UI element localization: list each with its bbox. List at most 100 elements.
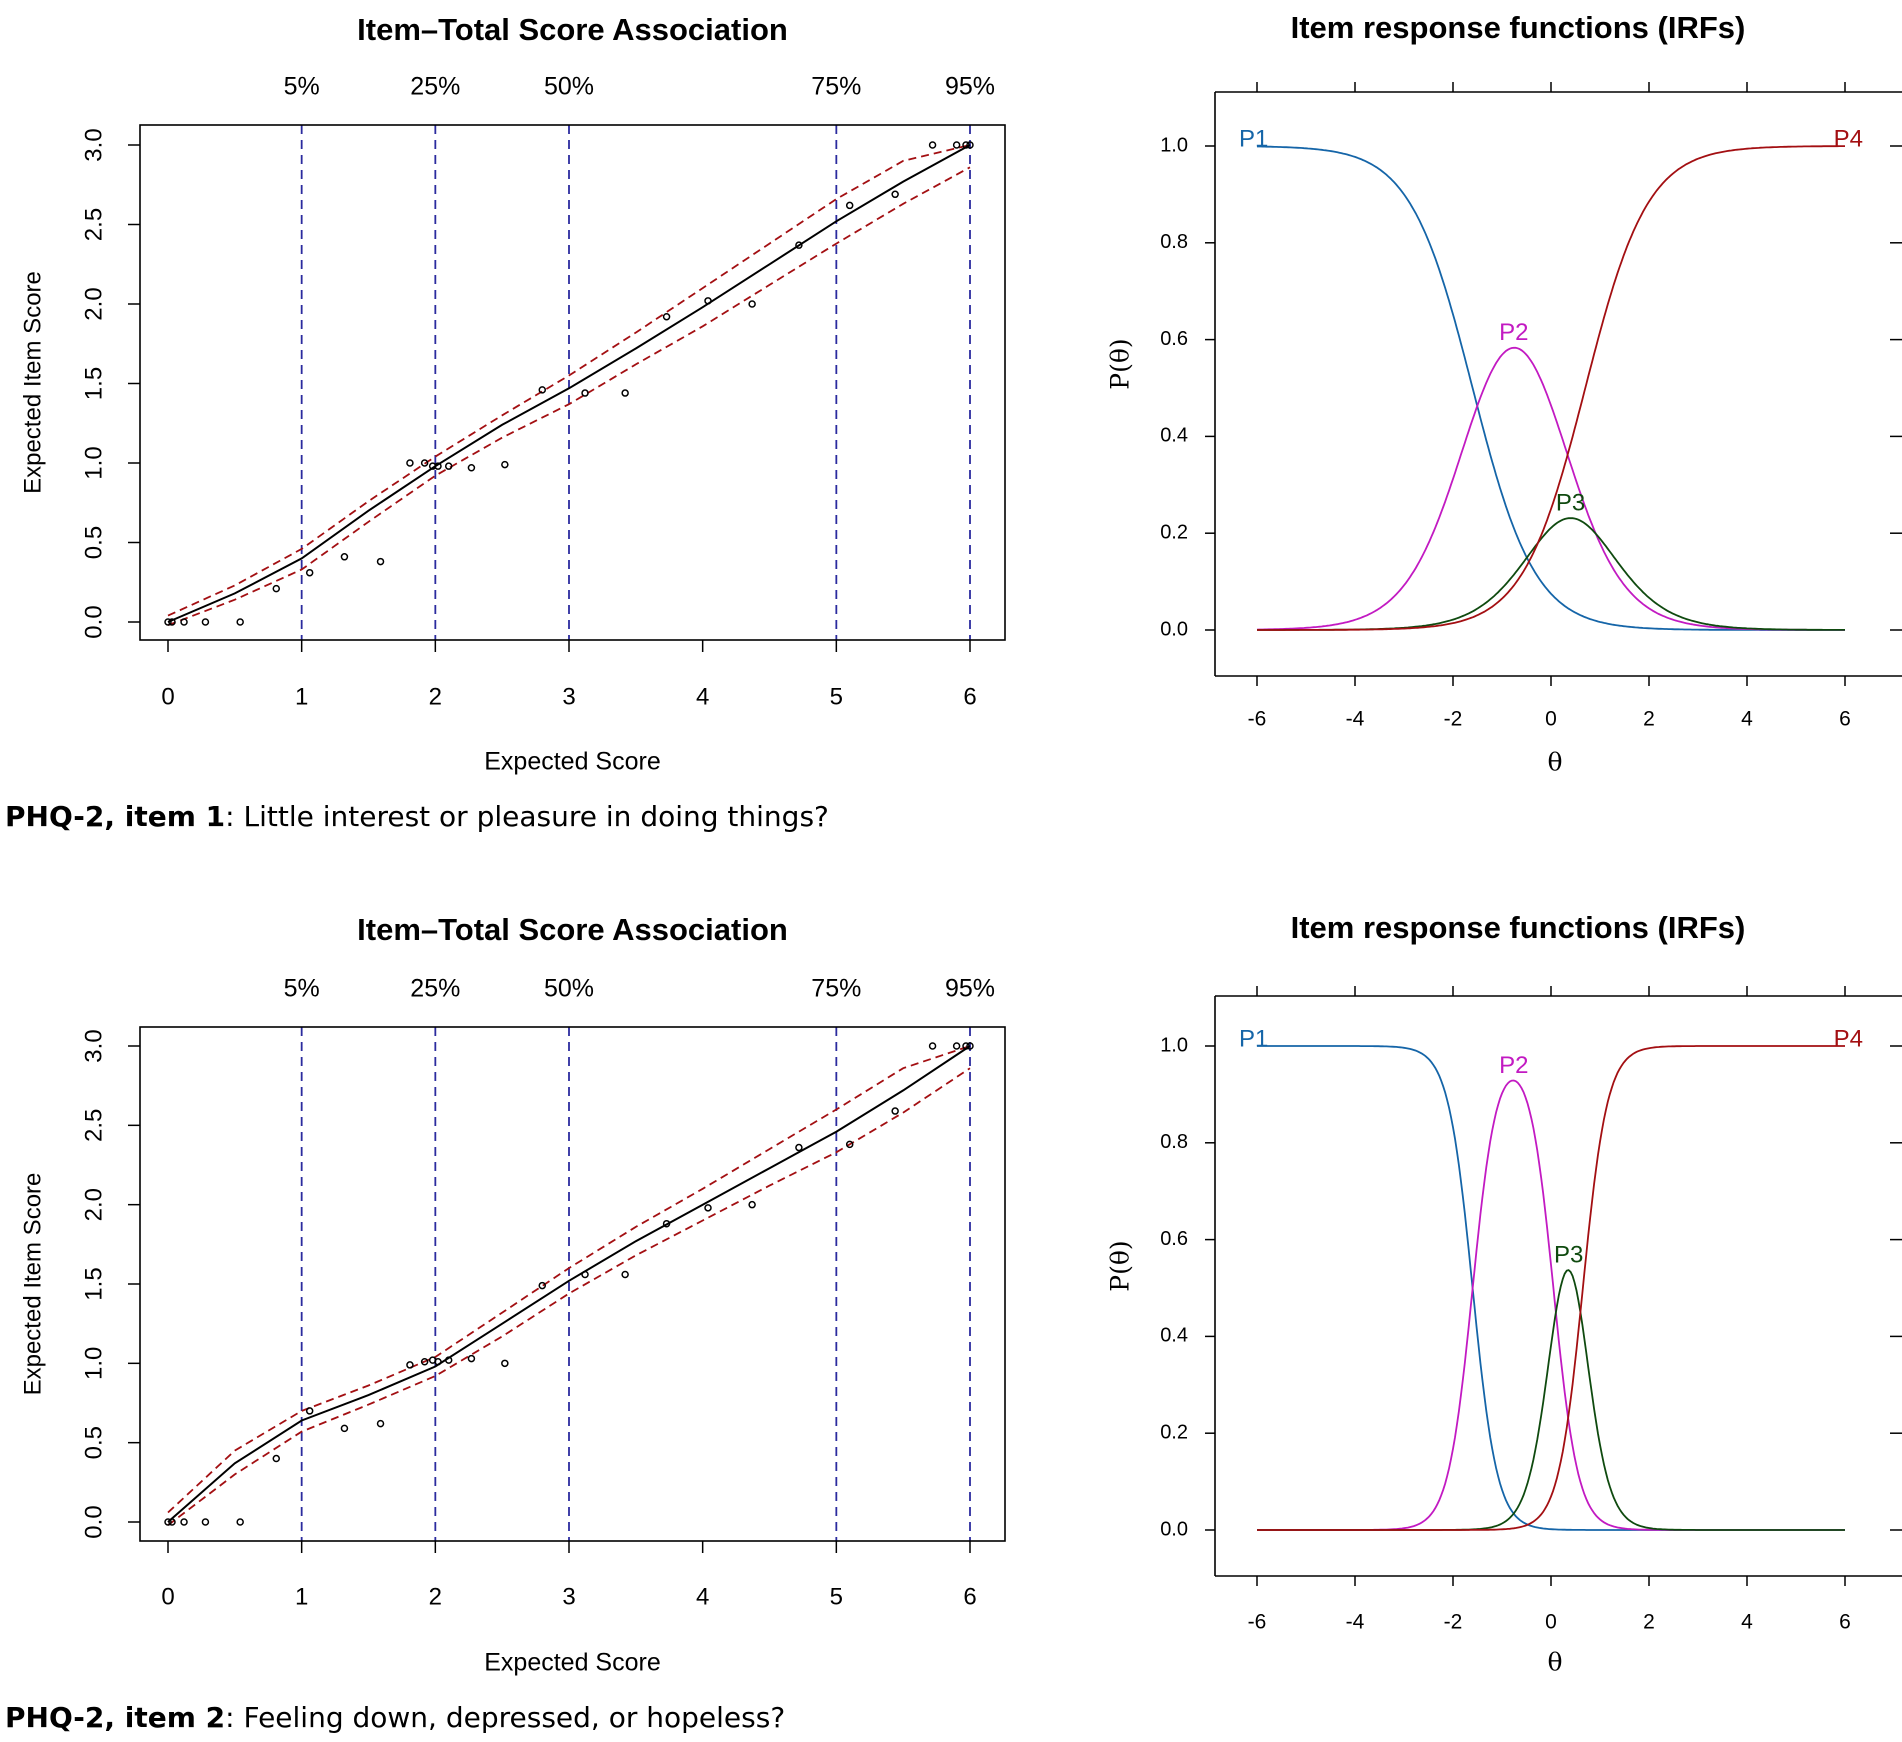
y-tick-label: 1.0 [80,446,107,479]
x-tick-label: -6 [1248,708,1267,731]
percentile-label: 25% [410,975,460,1003]
x-tick-label: 2 [1643,708,1655,731]
irf-label-p3: P3 [1554,1241,1583,1268]
data-point [180,618,188,626]
percentile-label: 75% [811,975,861,1003]
data-point [662,312,671,321]
data-point [434,462,442,470]
irf-label-p4: P4 [1834,125,1863,152]
caption-item-1-label: PHQ-2, item 1 [5,800,226,833]
data-point [420,1357,429,1366]
irf-curve-p2 [1256,346,1845,631]
x-tick-label: 6 [963,683,976,710]
y-tick-label: 3.0 [80,128,107,161]
data-point [406,1361,414,1369]
data-point [305,1407,314,1415]
irf-curve-p3 [1257,1269,1845,1531]
caption-item-2: PHQ-2, item 2: Feeling down, depressed, … [5,1701,785,1734]
data-point [795,241,803,249]
data-point [340,1424,349,1433]
chart-title: Item–Total Score Association [357,12,788,47]
data-point [164,618,172,626]
x-tick-label: 1 [295,683,308,710]
x-tick-label: 2 [429,1583,442,1610]
x-tick-label: 5 [830,1583,843,1610]
ci-upper-line [167,1045,971,1514]
y-axis-label: Expected Item Score [19,1173,46,1396]
data-point [966,1042,974,1050]
data-point [962,141,970,149]
data-point [376,557,385,566]
data-point [845,201,854,210]
data-point [501,460,509,469]
data-point [305,568,314,577]
irf-curve-p2 [1257,1079,1845,1531]
caption-item-2-text: : Feeling down, depressed, or hopeless? [225,1701,786,1734]
plot-frame [139,1026,1006,1542]
x-tick-label: 1 [295,1583,308,1610]
data-point [962,1042,970,1050]
x-tick-label: 6 [1839,1611,1851,1634]
irf-label-p4: P4 [1834,1025,1863,1052]
y-tick-label: 1.0 [1160,1034,1188,1056]
x-tick-label: 6 [963,1583,976,1610]
assoc-chart-2: Item–Total Score Association 5% 25% 50% 75% 9… [19,912,1006,1677]
x-axis-label: θ [1547,1648,1562,1677]
irf-label-p3: P3 [1556,489,1585,516]
data-point [434,1357,442,1366]
y-tick-label: 0.6 [1160,1228,1188,1250]
data-point [501,1359,509,1368]
caption-item-2-label: PHQ-2, item 2 [5,1701,226,1734]
data-point [748,300,756,308]
x-tick-label: 4 [696,683,709,710]
chart-title: Item–Total Score Association [357,912,788,947]
y-tick-label: 2.0 [80,1188,107,1221]
data-point [272,1454,281,1463]
x-axis-label: Expected Score [484,748,661,776]
x-tick-label: 0 [1545,1611,1557,1634]
x-tick-label: 0 [161,1583,174,1610]
irf-label-p1: P1 [1239,125,1268,152]
caption-item-1-text: : Little interest or pleasure in doing t… [225,800,829,833]
x-tick-label: -6 [1248,1611,1267,1634]
irf-curve-p4 [1257,145,1845,631]
chart-title: Item response functions (IRFs) [1291,10,1746,45]
ci-lower-line [167,1067,971,1526]
data-point [581,1270,589,1279]
data-point [581,389,589,397]
percentile-label: 5% [284,975,320,1003]
data-point [928,141,937,149]
data-point [376,1419,385,1428]
irf-chart-1: Item response functions (IRFs) -6 -4 -2 0 2 4 6… [1106,10,1902,777]
data-point [168,618,176,626]
data-point [236,1518,244,1526]
y-tick-label: 0.2 [1160,1421,1188,1443]
x-tick-label: -4 [1346,1611,1365,1634]
y-tick-label: 1.5 [80,367,107,400]
x-tick-label: 2 [429,683,442,710]
data-point [748,1200,756,1209]
y-tick-label: 0.0 [80,1505,107,1538]
fitted-curve [167,1045,971,1523]
caption-item-1: PHQ-2, item 1: Little interest or pleasu… [5,800,829,833]
data-point [891,190,899,199]
percentile-label: 50% [544,975,594,1003]
irf-curve-p1 [1257,1045,1845,1531]
x-axis-label: θ [1547,748,1562,777]
x-tick-label: 0 [1545,708,1557,731]
y-tick-label: 0.4 [1160,1325,1188,1347]
data-point [180,1518,188,1526]
plot-frame [139,124,1006,641]
data-point [168,1518,176,1526]
data-point [444,1356,453,1364]
percentile-label: 5% [284,73,320,101]
y-tick-label: 3.0 [80,1029,107,1062]
x-axis-label: Expected Score [484,1649,661,1677]
y-axis-label: P(θ) [1106,1240,1135,1291]
data-point [952,141,961,149]
assoc-chart-0: Item–Total Score Association 5% 25% 50% 75% 9… [19,12,1006,776]
data-point [966,141,974,149]
x-tick-label: -2 [1444,708,1463,731]
y-tick-label: 0.0 [1160,618,1188,640]
irf-chart-3: Item response functions (IRFs) -6 -4 -2 0 2 4 6… [1106,910,1902,1677]
